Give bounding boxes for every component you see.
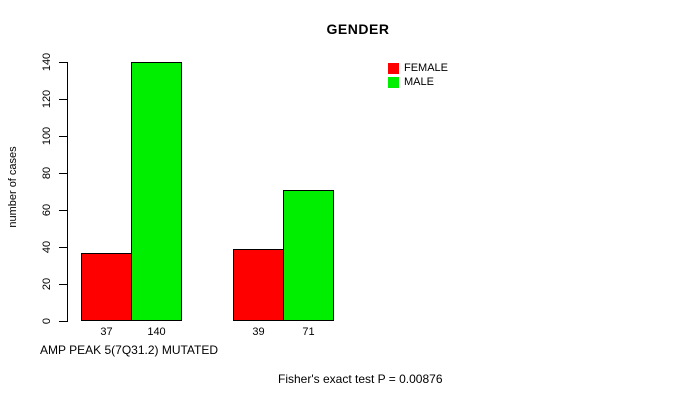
bar-value-label: 71 xyxy=(302,326,315,338)
y-axis-tick xyxy=(59,210,67,211)
y-axis-tick xyxy=(59,99,67,100)
y-axis-tick xyxy=(59,247,67,248)
y-axis-tick xyxy=(59,62,67,63)
y-axis-tick-label: 20 xyxy=(41,277,53,291)
legend-label-male: MALE xyxy=(404,76,434,88)
fisher-test-annotation: Fisher's exact test P = 0.00876 xyxy=(278,372,443,386)
bar-male-group2 xyxy=(283,190,334,321)
legend-label-female: FEMALE xyxy=(404,62,449,74)
bar-male-group1 xyxy=(131,62,182,321)
y-axis-tick xyxy=(59,136,67,137)
y-axis-tick-label: 0 xyxy=(41,317,53,325)
bar-value-label: 140 xyxy=(147,326,166,338)
bar-female-group2 xyxy=(233,249,284,321)
y-axis-tick-label: 80 xyxy=(41,166,53,180)
legend-swatch-female xyxy=(388,63,399,74)
bar-value-label: 37 xyxy=(100,326,113,338)
y-axis-tick xyxy=(59,173,67,174)
chart-title: GENDER xyxy=(326,21,390,37)
legend: FEMALE MALE xyxy=(388,63,448,91)
y-axis-tick-label: 140 xyxy=(41,52,53,72)
legend-swatch-male xyxy=(388,77,399,88)
y-axis-tick-label: 120 xyxy=(41,89,53,109)
y-axis-tick-label: 40 xyxy=(41,240,53,254)
y-axis-tick-label: 100 xyxy=(41,126,53,146)
legend-row: MALE xyxy=(388,77,448,88)
y-axis-tick xyxy=(59,321,67,322)
bar-female-group1 xyxy=(81,253,132,321)
bar-value-label: 39 xyxy=(252,326,265,338)
x-axis-label: AMP PEAK 5(7Q31.2) MUTATED xyxy=(40,343,219,357)
y-axis-tick xyxy=(59,284,67,285)
y-axis-line xyxy=(67,62,68,322)
y-axis-tick-label: 60 xyxy=(41,203,53,217)
legend-row: FEMALE xyxy=(388,63,448,74)
